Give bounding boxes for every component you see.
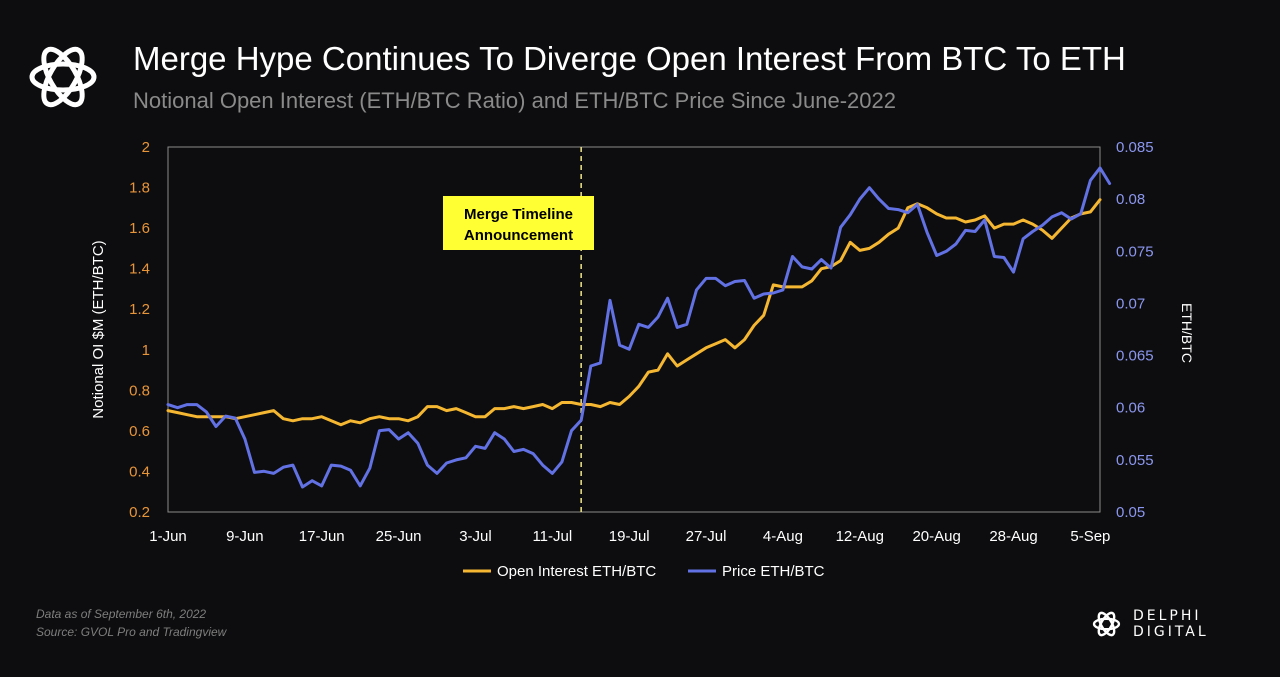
x-tick-label: 11-Jul <box>532 528 572 545</box>
left-y-tick-label: 0.4 <box>129 463 150 480</box>
left-y-tick-label: 0.2 <box>129 504 150 521</box>
x-tick-label: 9-Jun <box>226 528 264 545</box>
right-y-tick-label: 0.07 <box>1116 295 1145 312</box>
left-y-tick-label: 2 <box>142 139 150 156</box>
left-y-tick-label: 1.6 <box>129 220 150 237</box>
legend-label-price: Price ETH/BTC <box>722 563 825 580</box>
x-tick-label: 12-Aug <box>836 528 884 545</box>
left-y-tick-label: 1.8 <box>129 180 150 197</box>
source-note: Source: GVOL Pro and Tradingview <box>36 625 227 639</box>
x-tick-label: 17-Jun <box>299 528 345 545</box>
data-date-note: Data as of September 6th, 2022 <box>36 607 207 621</box>
right-y-tick-label: 0.08 <box>1116 191 1145 208</box>
left-y-axis-label: Notional OI $M (ETH/BTC) <box>90 240 107 418</box>
x-tick-label: 1-Jun <box>149 528 187 545</box>
x-tick-label: 28-Aug <box>989 528 1037 545</box>
right-y-tick-label: 0.05 <box>1116 504 1145 521</box>
interlocking-rings-logo-icon <box>1092 611 1121 637</box>
right-y-tick-label: 0.055 <box>1116 452 1154 469</box>
x-tick-label: 25-Jun <box>376 528 422 545</box>
brand-name: DELPHI DIGITAL <box>1132 608 1209 640</box>
chart-title: Merge Hype Continues To Diverge Open Int… <box>133 40 1126 77</box>
brand-mark: DELPHI DIGITAL <box>1090 606 1280 642</box>
annotation-text-line1: Merge Timeline <box>464 206 573 223</box>
annotation-text-line2: Announcement <box>464 227 573 244</box>
chart-subtitle: Notional Open Interest (ETH/BTC Ratio) a… <box>133 88 896 113</box>
right-y-tick-label: 0.085 <box>1116 139 1154 156</box>
right-y-tick-label: 0.065 <box>1116 348 1154 365</box>
x-tick-label: 20-Aug <box>912 528 960 545</box>
x-tick-label: 5-Sep <box>1070 528 1110 545</box>
left-y-tick-label: 0.8 <box>129 382 150 399</box>
right-y-axis-label: ETH/BTC <box>1179 303 1195 363</box>
right-y-tick-label: 0.075 <box>1116 243 1154 260</box>
x-tick-label: 27-Jul <box>686 528 727 545</box>
x-tick-label: 3-Jul <box>459 528 492 545</box>
price-series-line <box>166 166 1112 489</box>
annotation-box <box>443 196 594 250</box>
x-tick-label: 4-Aug <box>763 528 803 545</box>
left-y-tick-label: 1 <box>142 342 150 359</box>
plot-area-frame <box>167 146 1101 513</box>
left-y-tick-label: 1.2 <box>129 301 150 318</box>
interlocking-rings-logo-icon <box>29 46 97 108</box>
left-y-tick-label: 0.6 <box>129 423 150 440</box>
open-interest-series-line <box>166 198 1102 427</box>
right-y-tick-label: 0.06 <box>1116 400 1145 417</box>
left-y-tick-label: 1.4 <box>129 261 150 278</box>
legend-label-open-interest: Open Interest ETH/BTC <box>497 563 656 580</box>
x-tick-label: 19-Jul <box>609 528 650 545</box>
